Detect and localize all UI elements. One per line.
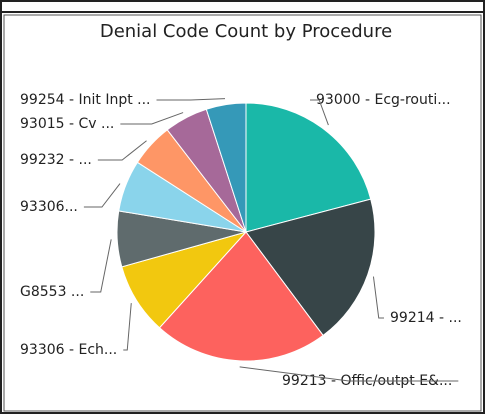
chart-title: Denial Code Count by Procedure	[100, 21, 392, 42]
slice-label: 99214 - ...	[390, 310, 462, 326]
slice-label: G8553 ...	[20, 284, 84, 300]
leader-line	[83, 183, 121, 208]
slice-label: 93306...	[20, 199, 78, 215]
leader-line	[239, 366, 459, 382]
leader-line	[120, 112, 184, 125]
leader-line	[372, 276, 384, 319]
slice-label: 93015 - Cv ...	[20, 116, 114, 132]
leader-line	[310, 99, 329, 126]
leader-line	[97, 140, 147, 161]
pie-slice	[245, 102, 372, 233]
slice-label: 99254 - Init Inpt ...	[20, 92, 151, 108]
visual-frame	[3, 14, 482, 412]
slice-label: 99232 - ...	[20, 152, 92, 168]
slice-label: 93000 - Ecg-routi...	[316, 92, 451, 108]
pie-slice	[205, 102, 247, 233]
slice-label: 93306 - Ech...	[20, 342, 117, 358]
pie-slice	[158, 231, 324, 362]
leader-line	[123, 303, 132, 351]
leader-line	[156, 98, 226, 101]
leader-line	[90, 239, 112, 293]
pie-slice	[245, 198, 376, 337]
